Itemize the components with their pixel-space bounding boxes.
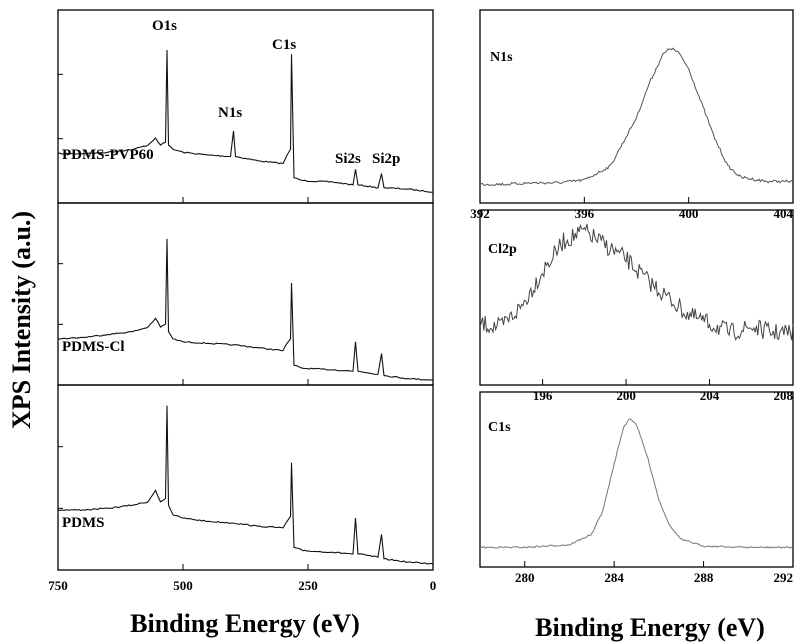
- peak-label-o1s: O1s: [152, 18, 177, 34]
- peak-label-si2p: Si2p: [372, 151, 400, 167]
- c1s-frame: [479, 391, 794, 568]
- n1s-x-tick-label: 396: [575, 206, 595, 221]
- cl2p-frame: [479, 209, 794, 386]
- peak-label-c1s: C1s: [272, 37, 296, 53]
- survey-frame-bottom: [57, 384, 434, 571]
- survey-x-tick-labels: 750 500 250 0: [48, 578, 436, 593]
- n1s-panel: N1s: [479, 9, 794, 204]
- sample-label-pdms: PDMS: [62, 515, 105, 531]
- survey-x-tick-label: 500: [173, 578, 193, 593]
- x-axis-title-left: Binding Energy (eV): [130, 609, 360, 638]
- survey-x-tick-label: 250: [298, 578, 318, 593]
- survey-curve-2: [57, 238, 434, 381]
- cl2p-panel: Cl2p: [479, 209, 794, 386]
- c1s-curve: [479, 418, 794, 549]
- survey-curve-3: [57, 405, 434, 565]
- cl2p-x-tick-label: 204: [700, 388, 720, 403]
- survey-x-tick-label: 750: [48, 578, 68, 593]
- survey-x-tick-label: 0: [430, 578, 437, 593]
- sample-label-pvp60: PDMS-PVP60: [62, 147, 154, 163]
- n1s-x-tick-label: 400: [679, 206, 699, 221]
- n1s-x-tick-label: 392: [470, 206, 490, 221]
- sample-label-cl: PDMS-Cl: [62, 339, 125, 355]
- x-axis-title-right: Binding Energy (eV): [535, 613, 765, 642]
- survey-panel: O1s C1s N1s Si2s Si2p PDMS-PVP60 PDMS-Cl…: [48, 9, 436, 593]
- right-panels-plot: 392 396 400 404 196 200 204 208 280 284 288 292: [470, 47, 794, 585]
- peak-label-si2s: Si2s: [335, 151, 361, 167]
- cl2p-x-tick-label: 200: [616, 388, 636, 403]
- n1s-x-tick-label: 404: [774, 206, 794, 221]
- survey-ticks: [57, 73, 434, 570]
- cl2p-x-tick-label: 208: [774, 388, 794, 403]
- survey-frame-top: [57, 9, 434, 204]
- y-axis-title: XPS Intensity (a.u.): [7, 211, 36, 429]
- c1s-panel: C1s: [479, 391, 794, 568]
- n1s-panel-label: N1s: [490, 50, 513, 65]
- c1s-x-tick-label: 292: [774, 570, 794, 585]
- survey-frame-middle: [57, 202, 434, 386]
- survey-curve-1: [57, 49, 434, 193]
- n1s-frame: [479, 9, 794, 204]
- cl2p-panel-label: Cl2p: [488, 242, 517, 257]
- cl2p-x-tick-label: 196: [533, 388, 553, 403]
- c1s-panel-label: C1s: [488, 420, 511, 435]
- n1s-curve: [479, 47, 794, 187]
- peak-label-n1s: N1s: [218, 105, 242, 121]
- c1s-x-tick-label: 284: [604, 570, 624, 585]
- survey-curves: [57, 49, 434, 565]
- c1s-x-tick-label: 280: [515, 570, 535, 585]
- c1s-x-tick-label: 288: [694, 570, 714, 585]
- cl2p-curve: [479, 223, 794, 341]
